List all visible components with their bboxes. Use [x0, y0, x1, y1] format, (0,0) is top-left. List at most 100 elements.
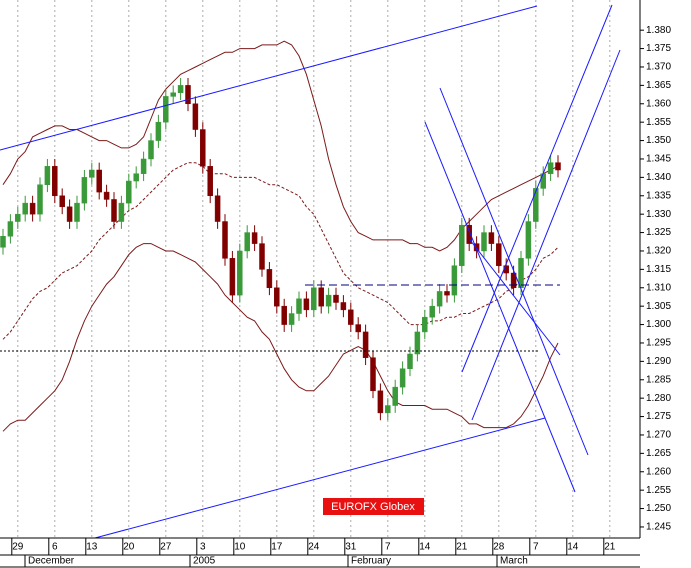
x-tick-label: 13 — [86, 542, 98, 553]
x-tick-label: 31 — [345, 542, 357, 553]
y-tick-label: 1.375 — [646, 43, 671, 54]
candle-body — [459, 224, 465, 266]
candle-body — [244, 232, 250, 252]
y-tick-label: 1.365 — [646, 80, 671, 91]
x-tick-label: 21 — [604, 542, 616, 553]
candle-body — [488, 232, 495, 244]
trend-line — [439, 87, 589, 456]
band-lower — [2, 243, 559, 432]
x-tick-label: 17 — [271, 542, 283, 553]
y-tick-label: 1.280 — [646, 393, 671, 404]
candle-body — [118, 202, 125, 222]
y-tick-label: 1.310 — [646, 282, 671, 293]
candle-body — [126, 180, 132, 204]
candle-body — [429, 305, 435, 318]
x-tick-label: 7 — [385, 542, 391, 553]
candle-body — [385, 405, 391, 414]
candle-body — [89, 169, 95, 178]
y-tick-label: 1.255 — [646, 485, 671, 496]
y-tick-label: 1.345 — [646, 154, 671, 165]
candle-body — [0, 235, 6, 248]
annotation-box — [323, 498, 424, 515]
candle-body — [96, 169, 102, 193]
month-label: February — [351, 556, 391, 567]
candle-body — [340, 302, 347, 311]
candle-body — [214, 195, 221, 222]
candle-body — [7, 221, 14, 237]
x-tick-label: 21 — [456, 542, 468, 553]
candle-body — [266, 269, 273, 289]
candle-body — [325, 294, 332, 307]
y-tick-label: 1.300 — [646, 319, 671, 330]
y-tick-label: 1.370 — [646, 62, 671, 73]
candle-body — [148, 140, 154, 160]
candle-body — [348, 309, 354, 325]
candle-body — [200, 129, 206, 167]
trend-line — [94, 417, 546, 539]
y-tick-label: 1.260 — [646, 466, 671, 477]
candle-body — [281, 305, 287, 325]
candle-body — [74, 202, 80, 222]
candle-body — [399, 368, 406, 388]
x-tick-label: 14 — [419, 542, 431, 553]
candle-body — [15, 213, 21, 222]
candle-body — [392, 386, 398, 406]
candle-body — [362, 331, 369, 358]
y-tick-label: 1.315 — [646, 264, 671, 275]
annotation: EUROFX Globex — [331, 501, 415, 513]
candle-body — [66, 206, 73, 222]
y-tick-label: 1.285 — [646, 374, 671, 385]
x-tick-label: 14 — [567, 542, 579, 553]
candle-body — [274, 287, 280, 307]
candle-body — [111, 199, 117, 222]
trend-line — [469, 239, 561, 356]
candle-body — [525, 221, 532, 259]
candle-body — [296, 298, 302, 314]
x-tick-label: 28 — [493, 542, 505, 553]
candle-body — [355, 324, 361, 333]
y-tick-label: 1.380 — [646, 25, 671, 36]
y-tick-label: 1.360 — [646, 98, 671, 109]
trend-lines — [0, 4, 621, 539]
band-middle — [2, 162, 559, 340]
candle-body — [555, 162, 561, 171]
candle-body — [422, 316, 428, 333]
month-label: December — [28, 556, 75, 567]
candle-body — [229, 258, 236, 296]
x-tick-label: 24 — [308, 542, 320, 553]
y-tick-label: 1.245 — [646, 522, 671, 533]
candle-body — [311, 287, 317, 311]
candle-body — [414, 331, 421, 355]
candle-body — [192, 103, 199, 130]
candle-body — [451, 265, 458, 296]
candle-body — [481, 232, 487, 252]
y-tick-label: 1.250 — [646, 503, 671, 514]
candle-body — [496, 243, 502, 266]
candle-body — [81, 177, 88, 204]
candle-body — [370, 357, 376, 392]
candle-body — [318, 287, 324, 307]
y-tick-label: 1.270 — [646, 430, 671, 441]
candle-body — [155, 121, 162, 141]
trend-line — [461, 4, 613, 373]
y-tick-label: 1.340 — [646, 172, 671, 183]
candle-body — [436, 291, 443, 307]
candle-body — [510, 272, 517, 289]
candle-body — [207, 166, 213, 197]
y-tick-label: 1.330 — [646, 209, 671, 220]
month-label: March — [500, 556, 528, 567]
x-tick-label: 3 — [200, 542, 206, 553]
plot-area — [0, 0, 611, 538]
trend-line — [424, 121, 576, 493]
candle-body — [540, 173, 546, 189]
y-tick-label: 1.320 — [646, 246, 671, 257]
candle-body — [59, 195, 65, 208]
candle-body — [444, 291, 450, 296]
candle-body — [533, 188, 539, 222]
candle-body — [333, 294, 339, 303]
x-tick-label: 20 — [123, 542, 135, 553]
candle-body — [52, 166, 58, 197]
candle-body — [185, 85, 191, 105]
